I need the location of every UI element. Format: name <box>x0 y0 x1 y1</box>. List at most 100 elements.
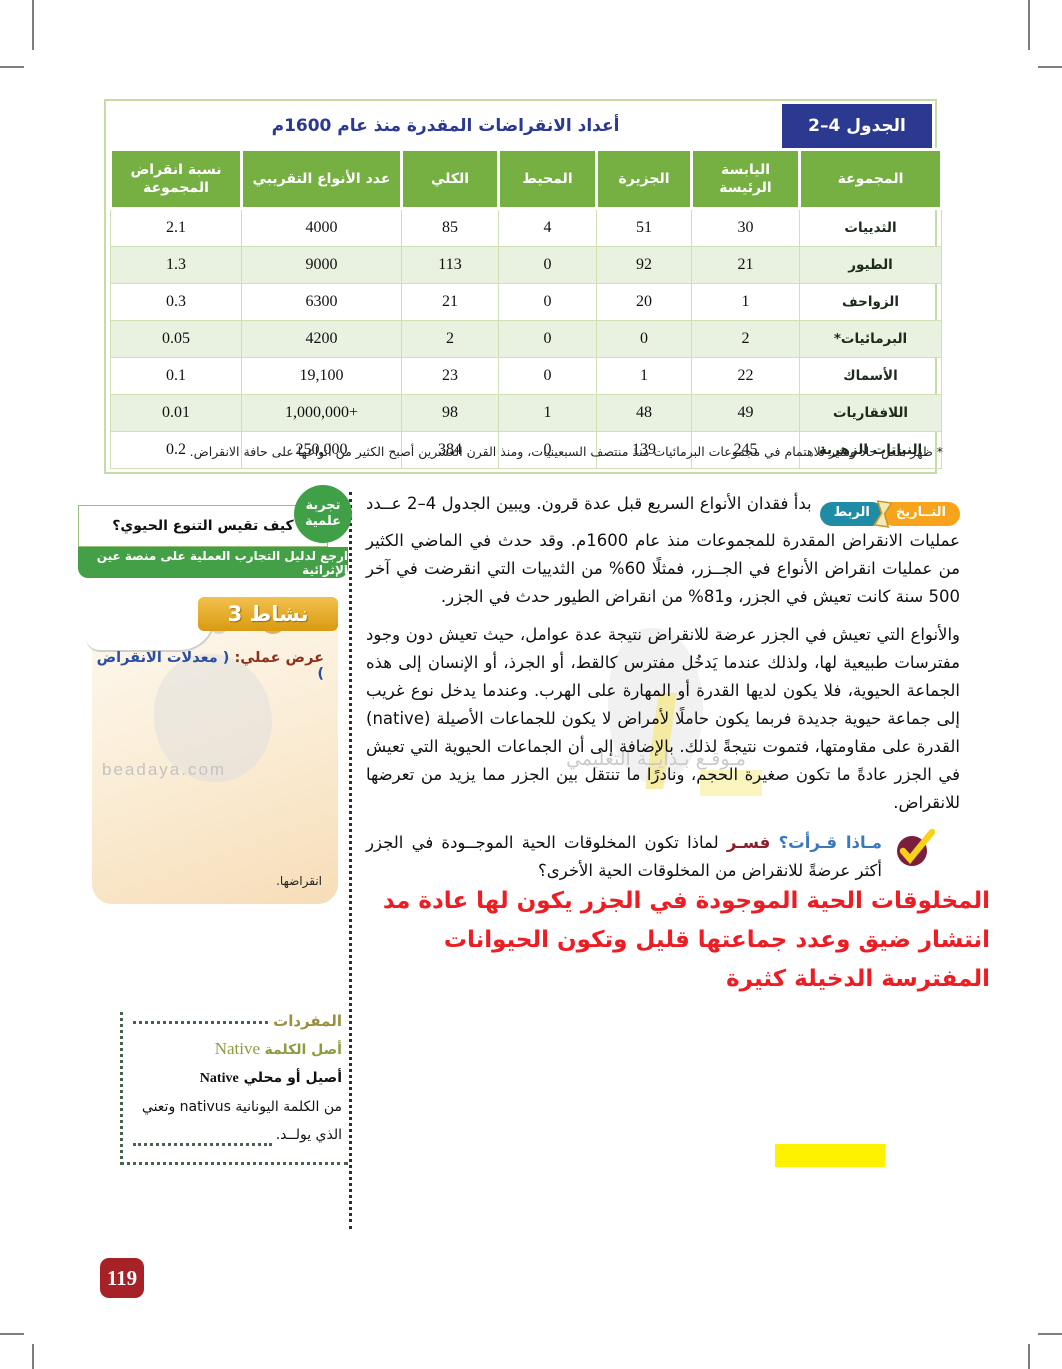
cell: 1,000,000+ <box>241 394 402 432</box>
row-label: الأسماك <box>799 357 942 395</box>
cell: 0.3 <box>110 283 242 321</box>
col-header-mainland: اليابسة الرئيسة <box>690 148 801 210</box>
col-header-island: الجزيرة <box>595 148 693 210</box>
reading-check: مـاذا قـرأت؟ فسـر لماذا تكون المخلوقات ا… <box>366 827 960 893</box>
reading-check-verb: فسـر <box>726 833 771 852</box>
cell: 0 <box>498 431 597 469</box>
experiment-title: كيف تقيس التنوع الحيوي؟ <box>78 505 328 547</box>
cell: 9000 <box>241 246 402 284</box>
corner-mark <box>1028 0 1030 50</box>
cell: 0.05 <box>110 320 242 358</box>
cell: 0 <box>498 246 597 284</box>
paragraph-history: الربط التــاريخ بدأ فقدان الأنواع السريع… <box>366 490 960 611</box>
row-label: الزواحف <box>799 283 942 321</box>
cell: 21 <box>401 283 499 321</box>
paragraph-2: والأنواع التي تعيش في الجزر عرضة للانقرا… <box>366 625 960 812</box>
hourglass-icon <box>872 500 893 528</box>
main-text-column: الربط التــاريخ بدأ فقدان الأنواع السريع… <box>366 490 960 893</box>
word-meaning-arabic: أصيل أو محلي <box>243 1070 342 1086</box>
table-row: الزواحف 1 20 0 21 6300 0.3 <box>110 283 942 321</box>
row-label: اللافقاريات <box>799 394 942 432</box>
activity-footer-text: انقراضها. <box>276 874 322 888</box>
activity-name: ( معدلات الانقراض ) <box>96 650 324 682</box>
cell: 0 <box>498 283 597 321</box>
experiment-badge-line2: علمية <box>304 514 342 529</box>
corner-mark <box>1038 1333 1062 1335</box>
corner-mark <box>0 1333 24 1335</box>
table-footnote: * ظهر نقص حاد ومثير للاهتمام في مجموعات … <box>189 444 943 459</box>
card-notch-decoration <box>86 602 216 652</box>
badge-link-pill: الربط <box>819 502 884 526</box>
vocabulary-box: المفردات أصل الكلمة Native أصيل أو محلي … <box>120 1012 348 1165</box>
paragraph-1-text: بدأ فقدان الأنواع السريع قبل عدة قرون. و… <box>366 494 961 606</box>
word-etymology-end: الذي يولــد. <box>275 1127 342 1143</box>
cell: 98 <box>401 394 499 432</box>
col-header-approx-species: عدد الأنواع التقريبي <box>240 148 403 210</box>
word-etymology-end-line: الذي يولــد. <box>133 1124 342 1146</box>
cell: 23 <box>401 357 499 395</box>
activity-card: عرض عملي: ( معدلات الانقراض ) beadaya.co… <box>86 602 338 904</box>
cell: 113 <box>401 246 499 284</box>
vocabulary-heading: المفردات <box>273 1012 342 1030</box>
cell: 245 <box>691 431 800 469</box>
cell: 0.01 <box>110 394 242 432</box>
col-header-group: المجموعة <box>798 148 943 210</box>
corner-mark <box>1028 1344 1030 1369</box>
activity-type: عرض عملي: <box>234 650 325 666</box>
watermark-text: beadaya.com <box>102 760 227 779</box>
experiment-badge-line1: تجربة <box>305 498 341 513</box>
cell: 85 <box>401 208 499 247</box>
row-label: البرمائيات* <box>799 320 942 358</box>
cell: 384 <box>401 431 499 469</box>
col-header-ocean: المحيط <box>497 148 598 210</box>
row-label: الثدييات <box>799 208 942 247</box>
corner-mark <box>0 66 24 68</box>
word-meaning-english: Native <box>199 1071 239 1086</box>
row-label: النباتات الزهرية <box>799 431 942 469</box>
table-row: الأسماك 22 1 0 23 19,100 0.1 <box>110 357 942 395</box>
science-experiment-badge: تجربة علمية <box>294 485 352 543</box>
extinction-data-table: المجموعة اليابسة الرئيسة الجزيرة المحيط … <box>109 148 943 469</box>
cell: 6300 <box>241 283 402 321</box>
col-header-total: الكلي <box>400 148 500 210</box>
cell: 0 <box>498 320 597 358</box>
cell: 250,000 <box>241 431 402 469</box>
row-label: الطيور <box>799 246 942 284</box>
cell: 51 <box>596 208 692 247</box>
watermark-blob <box>154 654 272 782</box>
word-etymology-line: من الكلمة اليونانية nativus وتعني <box>141 1099 342 1115</box>
table-row: اللافقاريات 49 48 1 98 1,000,000+ 0.01 <box>110 394 942 432</box>
cell: 0 <box>596 320 692 358</box>
experiment-note: ارجع لدليل التجارب العملية على منصة عين … <box>78 547 348 578</box>
table-label: الجدول 4–2 <box>782 104 932 148</box>
cell: 1 <box>498 394 597 432</box>
cell: 1 <box>691 283 800 321</box>
cell: 2 <box>401 320 499 358</box>
page-number-badge: 119 <box>100 1258 144 1298</box>
activity-description: عرض عملي: ( معدلات الانقراض ) <box>92 650 324 682</box>
cell: 2.1 <box>110 208 242 247</box>
cell: 1 <box>596 357 692 395</box>
word-origin-label: أصل الكلمة <box>264 1042 343 1058</box>
cell: 1.3 <box>110 246 242 284</box>
table-row: الثدييات 30 51 4 85 4000 2.1 <box>110 208 942 247</box>
cell: 20 <box>596 283 692 321</box>
reading-check-label: مـاذا قـرأت؟ <box>778 833 882 852</box>
checkmark-icon <box>894 827 938 878</box>
connect-history-badge: الربط التــاريخ <box>819 500 960 528</box>
cell: 2 <box>691 320 800 358</box>
column-divider <box>349 492 352 1229</box>
table-row: النباتات الزهرية 245 139 0 384 250,000 0… <box>110 431 942 469</box>
badge-topic-pill: التــاريخ <box>881 502 960 526</box>
cell: 22 <box>691 357 800 395</box>
table-row: الطيور 21 92 0 113 9000 1.3 <box>110 246 942 284</box>
extinction-table: الجدول 4–2 أعداد الانقراضات المقدرة منذ … <box>104 99 943 474</box>
cell: 92 <box>596 246 692 284</box>
cell: 4200 <box>241 320 402 358</box>
cell: 48 <box>596 394 692 432</box>
corner-mark <box>1038 66 1062 68</box>
cell: 49 <box>691 394 800 432</box>
cell: 4000 <box>241 208 402 247</box>
activity-banner: نشاط 3 <box>198 597 338 631</box>
